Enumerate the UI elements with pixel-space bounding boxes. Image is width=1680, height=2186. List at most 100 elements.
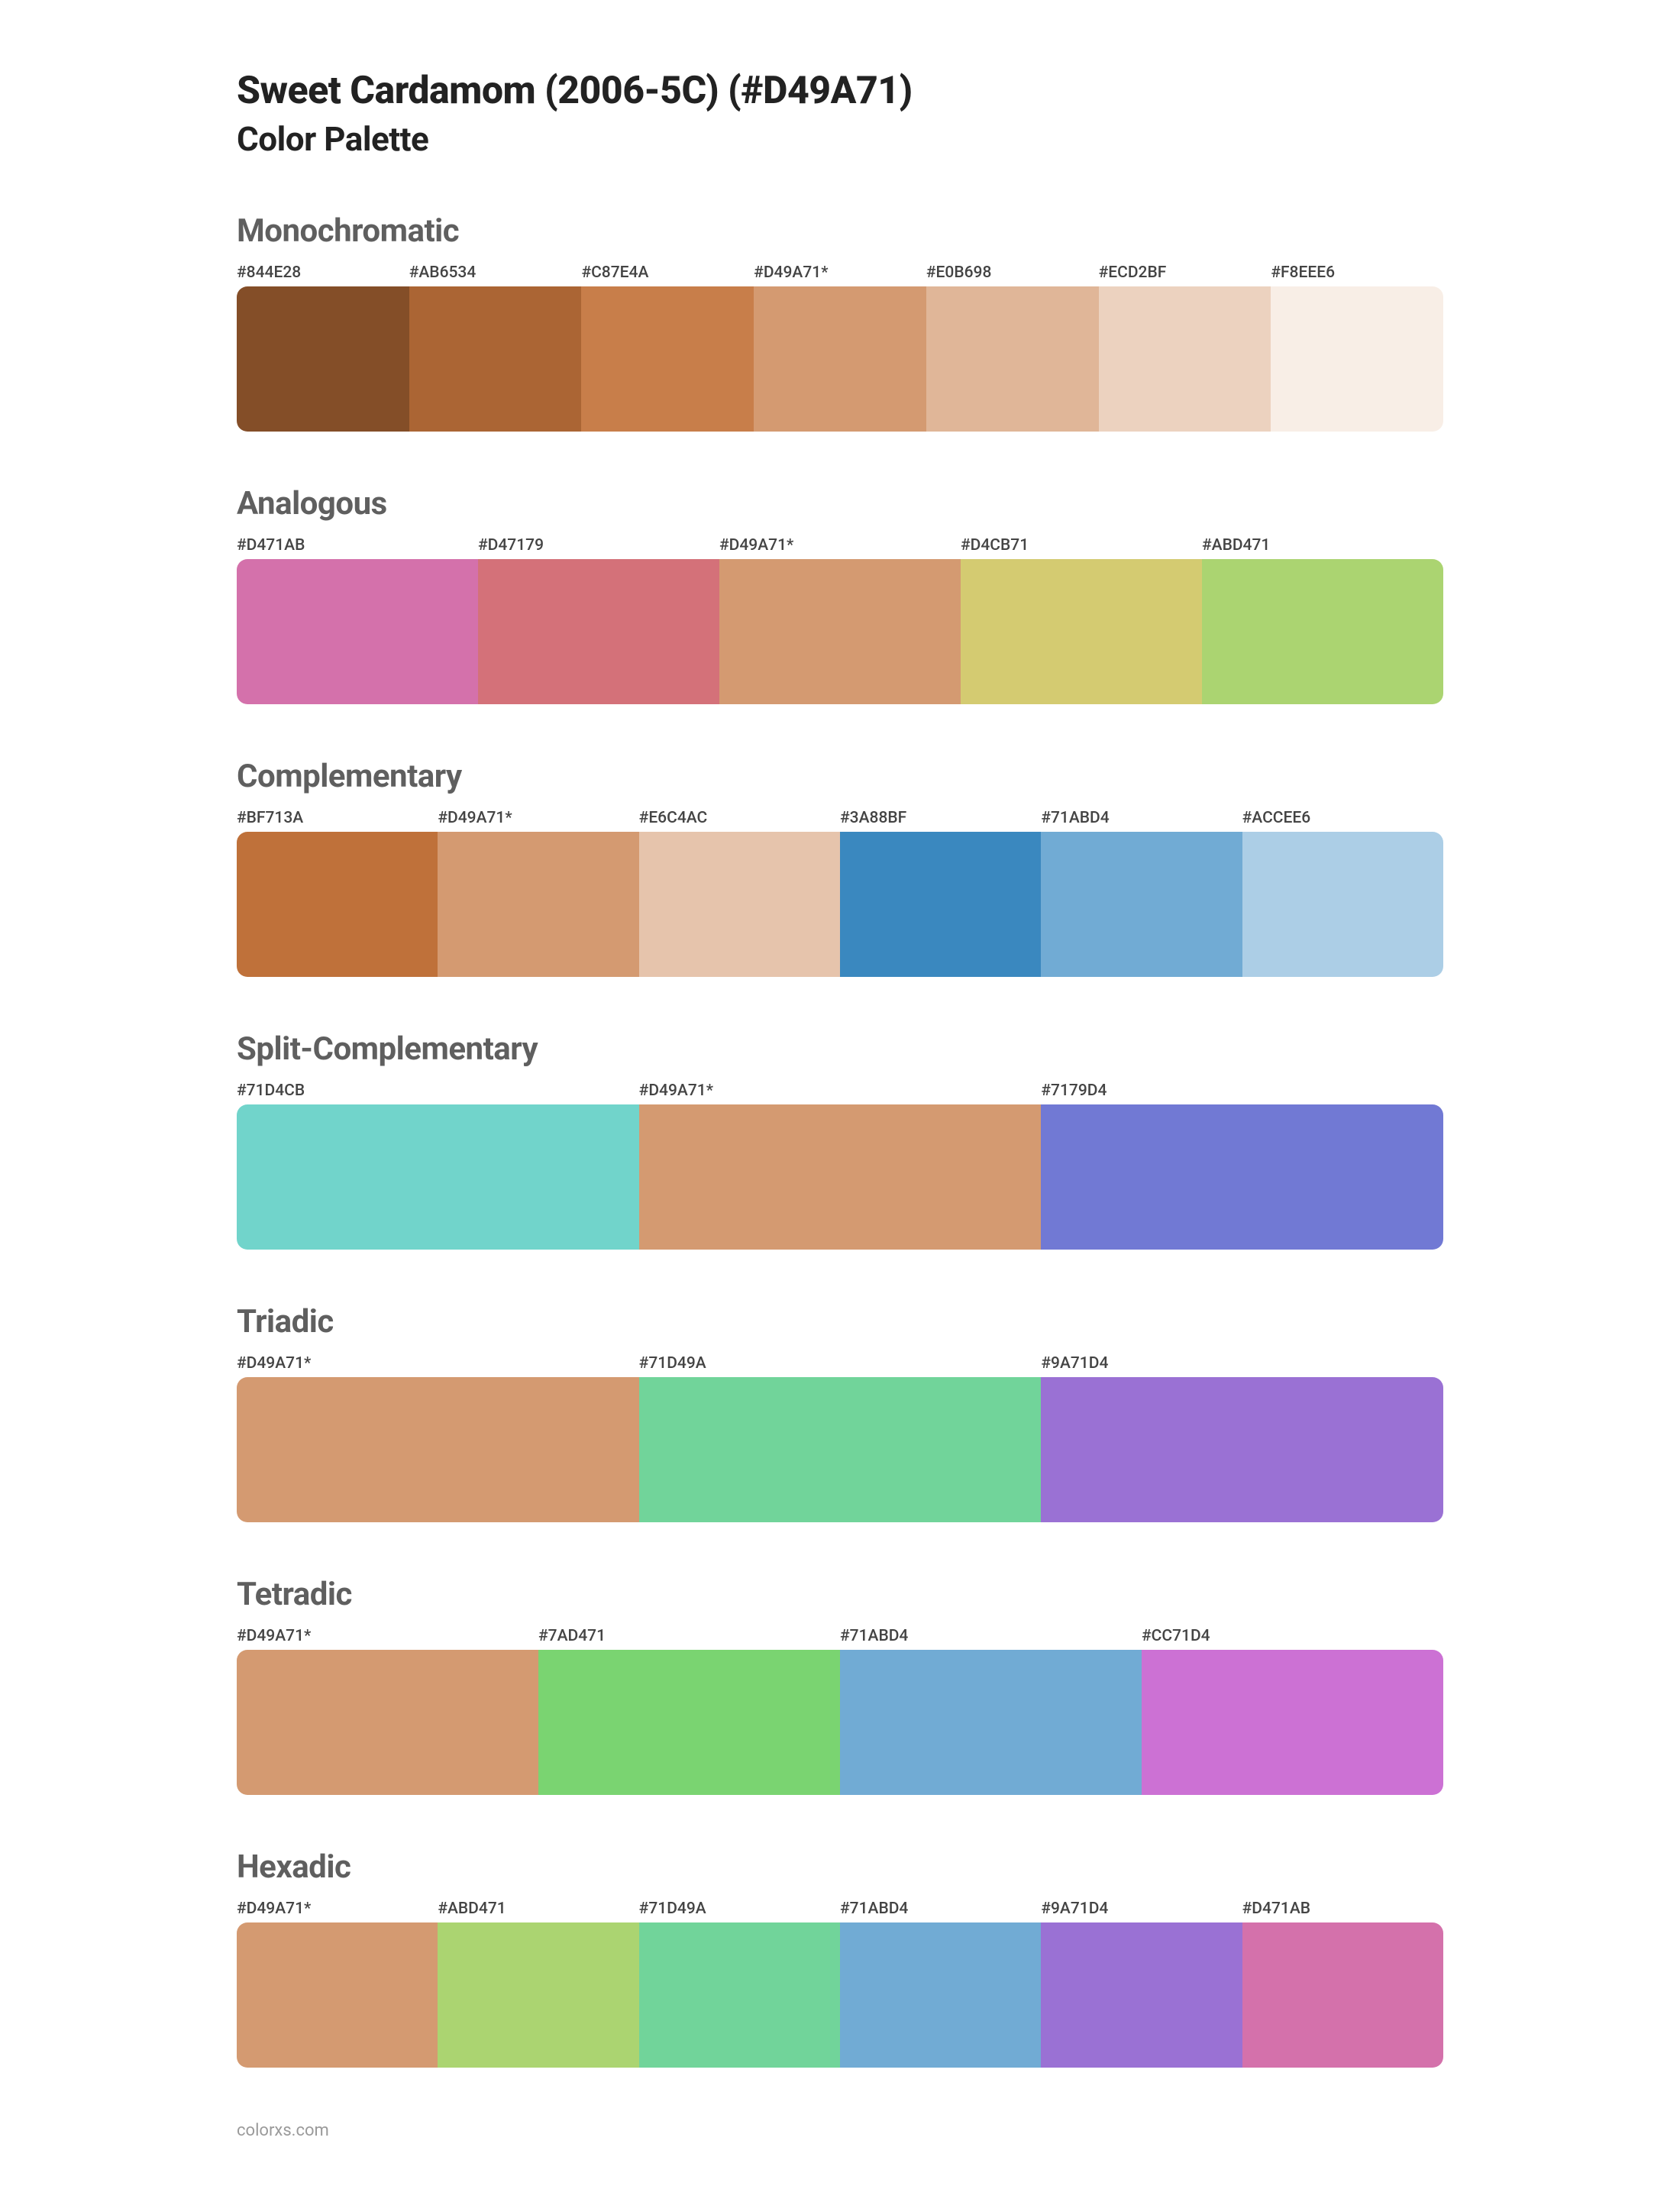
color-swatch[interactable] — [1041, 832, 1242, 977]
color-swatch[interactable] — [639, 1922, 840, 2068]
swatch-cell: #E0B698 — [926, 264, 1099, 432]
swatch-cell: #AB6534 — [409, 264, 582, 432]
footer-attribution: colorxs.com — [237, 2121, 1443, 2140]
swatch-label: #D47179 — [478, 536, 719, 555]
swatch-cell: #BF713A — [237, 809, 438, 977]
swatch-cell: #ABD471 — [1202, 536, 1443, 704]
swatch-row: #D49A71*#7AD471#71ABD4#CC71D4 — [237, 1627, 1443, 1795]
swatch-label: #3A88BF — [840, 809, 1041, 827]
color-swatch[interactable] — [409, 286, 582, 432]
swatch-label: #ECD2BF — [1099, 264, 1271, 282]
color-swatch[interactable] — [1242, 832, 1443, 977]
swatch-cell: #9A71D4 — [1041, 1354, 1443, 1522]
swatch-label: #71D4CB — [237, 1082, 639, 1100]
swatch-label: #71ABD4 — [840, 1900, 1041, 1918]
swatch-label: #7179D4 — [1041, 1082, 1443, 1100]
color-swatch[interactable] — [719, 559, 961, 704]
swatch-label: #BF713A — [237, 809, 438, 827]
color-swatch[interactable] — [639, 832, 840, 977]
swatch-label: #ABD471 — [438, 1900, 638, 1918]
swatch-label: #D471AB — [237, 536, 478, 555]
color-swatch[interactable] — [237, 1650, 538, 1795]
swatch-cell: #ECD2BF — [1099, 264, 1271, 432]
swatch-cell: #D49A71* — [639, 1082, 1042, 1250]
color-swatch[interactable] — [1242, 1922, 1443, 2068]
swatch-label: #D471AB — [1242, 1900, 1443, 1918]
color-swatch[interactable] — [926, 286, 1099, 432]
page-subtitle: Color Palette — [237, 119, 1443, 159]
swatch-label: #D49A71* — [639, 1082, 1042, 1100]
section-title: Hexadic — [237, 1848, 1443, 1886]
color-swatch[interactable] — [639, 1104, 1042, 1250]
swatch-cell: #ABD471 — [438, 1900, 638, 2068]
palette-section: Tetradic #D49A71*#7AD471#71ABD4#CC71D4 — [237, 1576, 1443, 1795]
section-title: Tetradic — [237, 1576, 1443, 1613]
swatch-row: #D471AB#D47179#D49A71*#D4CB71#ABD471 — [237, 536, 1443, 704]
color-swatch[interactable] — [754, 286, 926, 432]
color-swatch[interactable] — [237, 1922, 438, 2068]
swatch-label: #AB6534 — [409, 264, 582, 282]
color-swatch[interactable] — [1142, 1650, 1443, 1795]
color-swatch[interactable] — [840, 1922, 1041, 2068]
swatch-label: #C87E4A — [581, 264, 754, 282]
swatch-label: #9A71D4 — [1041, 1354, 1443, 1373]
swatch-cell: #D471AB — [1242, 1900, 1443, 2068]
swatch-row: #D49A71*#71D49A#9A71D4 — [237, 1354, 1443, 1522]
swatch-label: #D49A71* — [719, 536, 961, 555]
swatch-cell: #CC71D4 — [1142, 1627, 1443, 1795]
swatch-cell: #D49A71* — [438, 809, 638, 977]
color-swatch[interactable] — [581, 286, 754, 432]
palette-section: Analogous #D471AB#D47179#D49A71*#D4CB71#A… — [237, 485, 1443, 704]
swatch-label: #CC71D4 — [1142, 1627, 1443, 1645]
color-swatch[interactable] — [840, 1650, 1142, 1795]
color-swatch[interactable] — [438, 832, 638, 977]
swatch-label: #D49A71* — [438, 809, 638, 827]
swatch-cell: #71ABD4 — [1041, 809, 1242, 977]
swatch-label: #71ABD4 — [840, 1627, 1142, 1645]
swatch-label: #D49A71* — [237, 1354, 639, 1373]
palette-section: Hexadic #D49A71*#ABD471#71D49A#71ABD4#9A7… — [237, 1848, 1443, 2068]
swatch-cell: #D49A71* — [237, 1354, 639, 1522]
page-title: Sweet Cardamom (2006-5C) (#D49A71) — [237, 69, 1443, 113]
swatch-cell: #D471AB — [237, 536, 478, 704]
swatch-cell: #71D49A — [639, 1900, 840, 2068]
swatch-row: #71D4CB#D49A71*#7179D4 — [237, 1082, 1443, 1250]
palette-sections: Monochromatic#844E28#AB6534#C87E4A#D49A7… — [237, 212, 1443, 2068]
color-swatch[interactable] — [961, 559, 1202, 704]
swatch-row: #D49A71*#ABD471#71D49A#71ABD4#9A71D4#D47… — [237, 1900, 1443, 2068]
swatch-cell: #D49A71* — [237, 1627, 538, 1795]
swatch-cell: #9A71D4 — [1041, 1900, 1242, 2068]
swatch-label: #D4CB71 — [961, 536, 1202, 555]
swatch-cell: #D49A71* — [719, 536, 961, 704]
color-swatch[interactable] — [1271, 286, 1443, 432]
swatch-cell: #ACCEE6 — [1242, 809, 1443, 977]
swatch-label: #71D49A — [639, 1354, 1042, 1373]
swatch-label: #F8EEE6 — [1271, 264, 1443, 282]
swatch-cell: #D4CB71 — [961, 536, 1202, 704]
swatch-cell: #E6C4AC — [639, 809, 840, 977]
color-swatch[interactable] — [237, 832, 438, 977]
color-swatch[interactable] — [438, 1922, 638, 2068]
color-swatch[interactable] — [538, 1650, 840, 1795]
color-swatch[interactable] — [237, 286, 409, 432]
color-swatch[interactable] — [237, 559, 478, 704]
color-swatch[interactable] — [840, 832, 1041, 977]
swatch-label: #9A71D4 — [1041, 1900, 1242, 1918]
color-swatch[interactable] — [1041, 1377, 1443, 1522]
swatch-cell: #F8EEE6 — [1271, 264, 1443, 432]
swatch-cell: #D47179 — [478, 536, 719, 704]
color-swatch[interactable] — [1041, 1104, 1443, 1250]
color-swatch[interactable] — [237, 1377, 639, 1522]
section-title: Analogous — [237, 485, 1443, 522]
section-title: Complementary — [237, 758, 1443, 795]
swatch-label: #E0B698 — [926, 264, 1099, 282]
color-swatch[interactable] — [1099, 286, 1271, 432]
color-swatch[interactable] — [478, 559, 719, 704]
color-swatch[interactable] — [1041, 1922, 1242, 2068]
color-swatch[interactable] — [237, 1104, 639, 1250]
swatch-cell: #7AD471 — [538, 1627, 840, 1795]
color-swatch[interactable] — [1202, 559, 1443, 704]
swatch-label: #7AD471 — [538, 1627, 840, 1645]
color-swatch[interactable] — [639, 1377, 1042, 1522]
swatch-label: #844E28 — [237, 264, 409, 282]
